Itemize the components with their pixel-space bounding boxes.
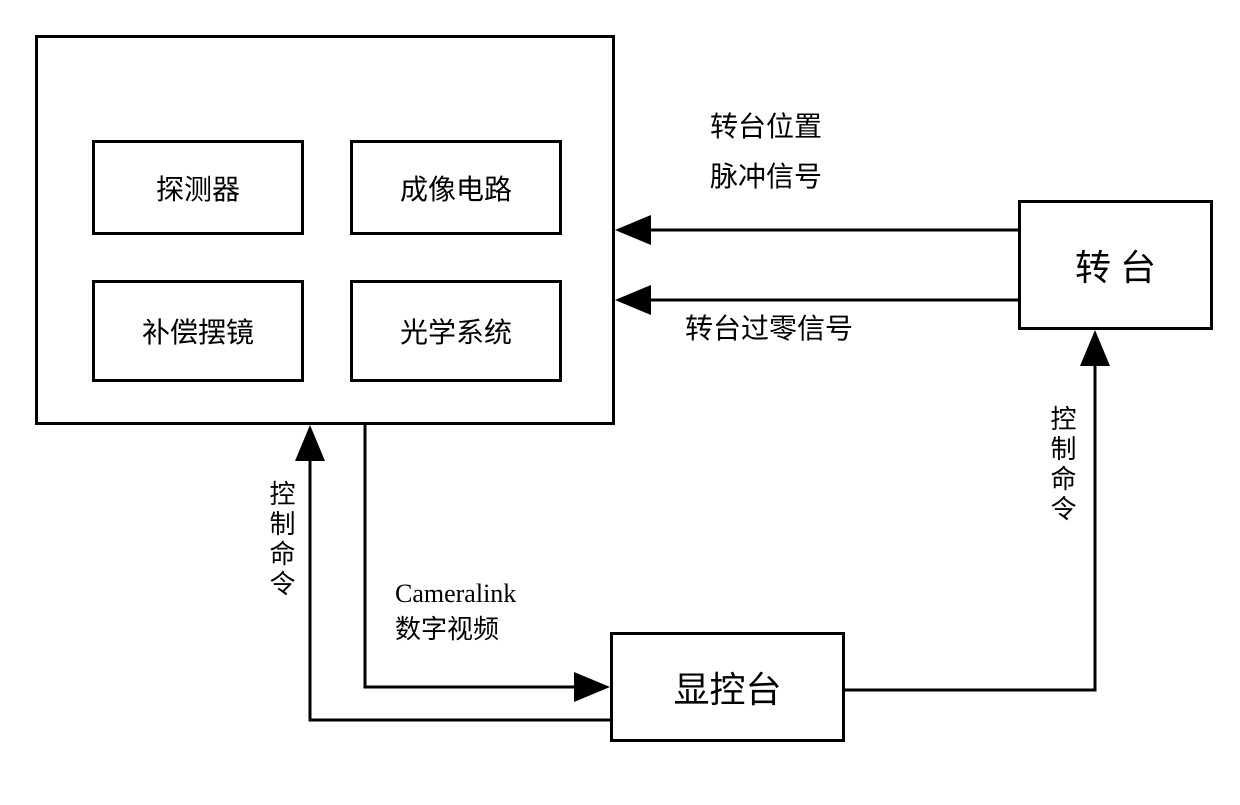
- edge-control-left: [310, 428, 610, 720]
- edge-label-cameralink: Cameralink 数字视频: [395, 576, 516, 649]
- diagram-connectors: [0, 0, 1240, 805]
- edge-label-control-left: 控制命令: [262, 480, 299, 600]
- edge-label-position-bottom: 脉冲信号: [710, 155, 822, 195]
- edge-label-zero: 转台过零信号: [685, 307, 853, 347]
- edge-label-position-top: 转台位置: [710, 105, 822, 145]
- edge-label-control-right: 控制命令: [1043, 405, 1080, 525]
